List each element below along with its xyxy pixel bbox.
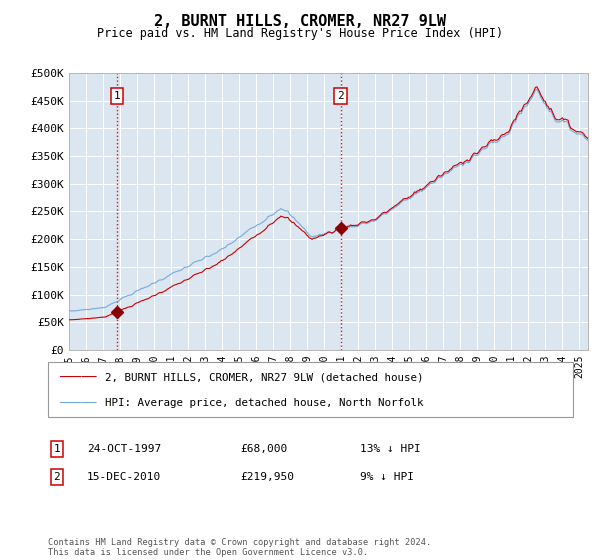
Text: Price paid vs. HM Land Registry's House Price Index (HPI): Price paid vs. HM Land Registry's House … [97,27,503,40]
Text: Contains HM Land Registry data © Crown copyright and database right 2024.
This d: Contains HM Land Registry data © Crown c… [48,538,431,557]
Text: 2: 2 [337,91,344,101]
Text: 1: 1 [113,91,121,101]
Text: 13% ↓ HPI: 13% ↓ HPI [360,444,421,454]
Text: 2, BURNT HILLS, CROMER, NR27 9LW (detached house): 2, BURNT HILLS, CROMER, NR27 9LW (detach… [105,373,424,382]
Text: 1: 1 [53,444,61,454]
Text: 2, BURNT HILLS, CROMER, NR27 9LW: 2, BURNT HILLS, CROMER, NR27 9LW [154,14,446,29]
Text: 15-DEC-2010: 15-DEC-2010 [87,472,161,482]
Text: £68,000: £68,000 [240,444,287,454]
Text: ─────: ───── [59,371,97,384]
Text: 24-OCT-1997: 24-OCT-1997 [87,444,161,454]
Text: £219,950: £219,950 [240,472,294,482]
Text: 9% ↓ HPI: 9% ↓ HPI [360,472,414,482]
Text: ─────: ───── [59,397,97,410]
Text: HPI: Average price, detached house, North Norfolk: HPI: Average price, detached house, Nort… [105,399,424,408]
Text: 2: 2 [53,472,61,482]
